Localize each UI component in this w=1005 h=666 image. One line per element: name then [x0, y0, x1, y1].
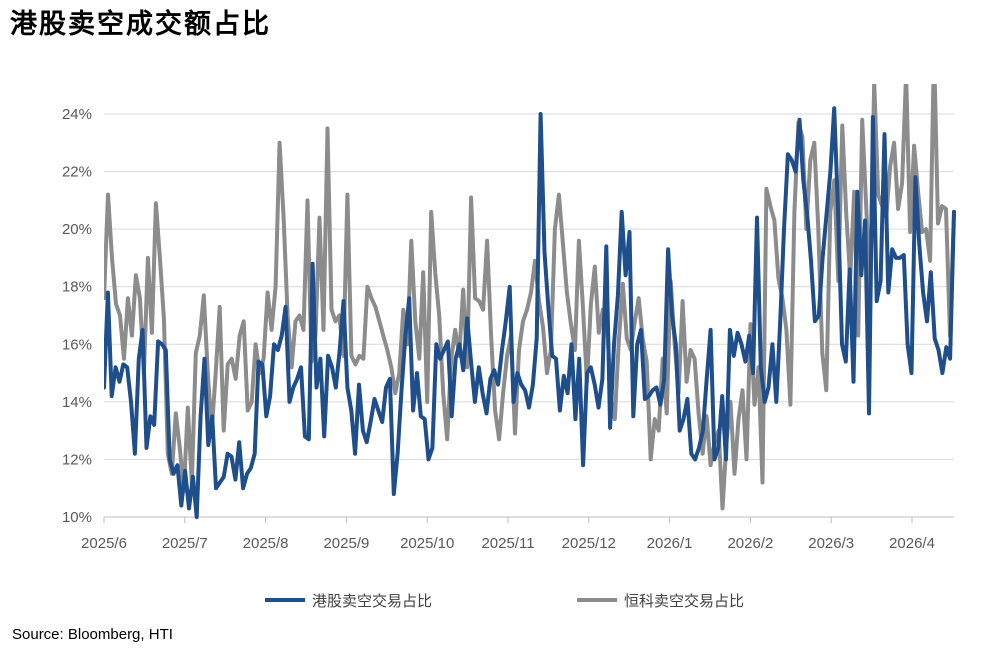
x-tick-label: 2025/6 [81, 535, 127, 552]
x-tick-label: 2026/1 [647, 535, 693, 552]
x-tick-label: 2025/7 [162, 535, 208, 552]
series-lines [104, 84, 956, 519]
legend-hstech: 恒科卖空交易占比 [577, 592, 744, 610]
x-tick-label: 2026/3 [808, 535, 854, 552]
y-axis-ticks: 10% 12% 14% 16% 18% 20% 22% 24% [62, 106, 92, 526]
y-tick-label: 10% [62, 509, 92, 526]
source-note: Source: Bloomberg, HTI [12, 626, 173, 643]
x-tick-label: 2026/2 [727, 535, 773, 552]
x-tick-label: 2025/12 [562, 535, 616, 552]
y-tick-label: 20% [62, 221, 92, 238]
legend-label: 港股卖空交易占比 [312, 592, 432, 610]
y-tick-label: 14% [62, 394, 92, 411]
x-tick-label: 2025/11 [481, 535, 534, 552]
x-axis: 2025/6 2025/7 2025/8 2025/9 2025/10 2025/11 20… [81, 516, 954, 552]
y-tick-label: 12% [62, 451, 92, 468]
legend: 港股卖空交易占比 恒科卖空交易占比 [265, 592, 744, 610]
x-tick-label: 2025/8 [243, 535, 289, 552]
x-tick-label: 2025/9 [323, 535, 369, 552]
legend-hk: 港股卖空交易占比 [265, 592, 432, 610]
legend-label: 恒科卖空交易占比 [624, 592, 744, 610]
chart-title: 港股卖空成交额占比 [10, 9, 271, 40]
x-tick-label: 2025/10 [400, 535, 454, 552]
y-tick-label: 24% [62, 106, 92, 123]
y-tick-label: 16% [62, 336, 92, 353]
x-tick-label: 2026/4 [889, 535, 935, 552]
y-tick-label: 18% [62, 279, 92, 296]
series-line-hk [104, 106, 956, 519]
series-line-hstech [104, 84, 956, 511]
y-tick-label: 22% [62, 164, 92, 181]
